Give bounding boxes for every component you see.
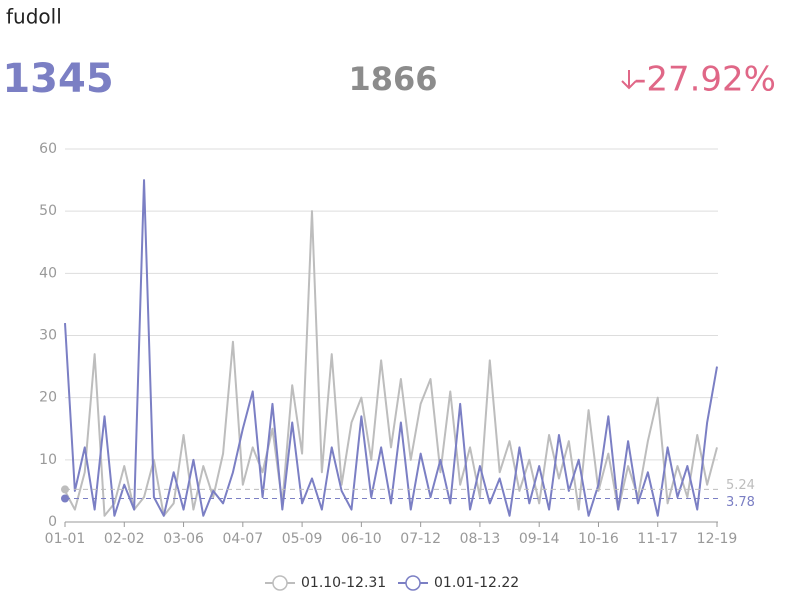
legend-symbol xyxy=(405,575,421,591)
x-tick-label: 06-10 xyxy=(341,531,382,547)
legend-symbol xyxy=(272,575,288,591)
y-tick-label: 20 xyxy=(39,390,57,406)
down-arrow xyxy=(621,70,637,90)
current-value: 1345 xyxy=(2,56,113,102)
x-tick-label: 04-07 xyxy=(222,531,263,547)
x-tick-label: 10-16 xyxy=(578,531,619,547)
x-tick-label: 11-17 xyxy=(637,531,678,547)
average-start xyxy=(61,494,69,503)
previous-value: 1866 xyxy=(348,60,437,98)
x-tick-label: 07-12 xyxy=(400,531,441,547)
series-line xyxy=(64,210,718,517)
average-label: 5.24 xyxy=(726,478,755,493)
y-tick-label: 0 xyxy=(48,514,57,530)
change-value: -27.92% xyxy=(634,60,776,100)
legend-label: 01.01-12.22 xyxy=(434,575,519,591)
x-tick-label: 03-06 xyxy=(163,531,204,547)
y-tick-label: 40 xyxy=(39,265,57,281)
x-tick-label: 08-13 xyxy=(460,531,501,547)
x-tick-label: 05-09 xyxy=(282,531,323,547)
y-tick-label: 30 xyxy=(39,328,57,344)
legend-label: 01.10-12.31 xyxy=(301,575,386,591)
page-title: fudoll xyxy=(6,5,62,29)
average-label: 3.78 xyxy=(726,495,755,510)
x-tick-label: 12-19 xyxy=(697,531,738,547)
series-line xyxy=(64,179,718,517)
x-tick-label: 01-01 xyxy=(45,531,86,547)
x-tick-label: 02-02 xyxy=(104,531,145,547)
x-tick-label: 09-14 xyxy=(519,531,560,547)
y-tick-label: 10 xyxy=(39,452,57,468)
y-tick-label: 60 xyxy=(39,141,57,157)
y-tick-label: 50 xyxy=(39,203,57,219)
average-start xyxy=(61,485,69,494)
